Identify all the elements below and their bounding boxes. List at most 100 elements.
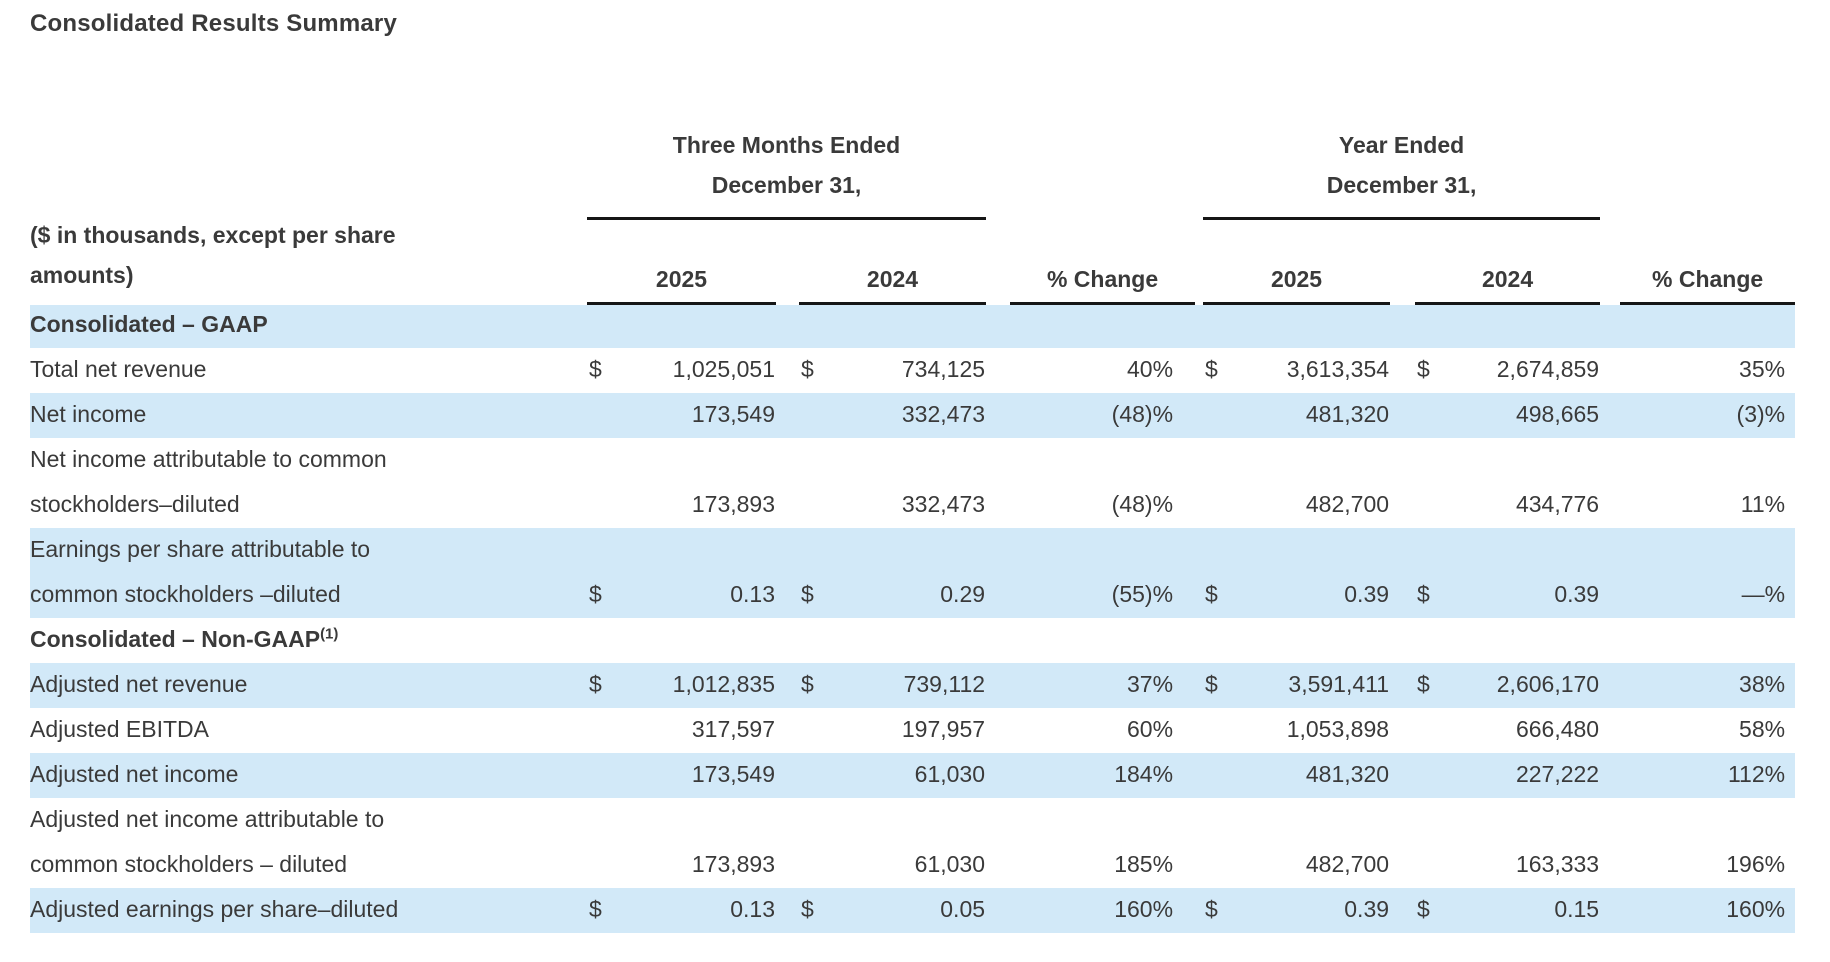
dollar-sign (1203, 753, 1238, 798)
spacer-cell (986, 528, 1011, 618)
spacer-cell (776, 438, 799, 528)
dollar-sign (799, 438, 833, 528)
spacer-cell (986, 438, 1010, 528)
value-cell: 434,776 (1515, 491, 1600, 517)
dollar-sign (799, 798, 833, 888)
dollar-sign: $ (587, 663, 621, 708)
percent-change-cell: 184% (1010, 753, 1196, 798)
spacer-cell (1600, 348, 1620, 393)
page: Consolidated Results Summary ($ in thous… (30, 10, 1796, 933)
three-months-ended-label: Three Months Ended (672, 131, 901, 158)
spacer-cell (1010, 90, 1195, 218)
percent-change-cell: 35% (1739, 356, 1786, 382)
table-row: Net income attributable to common stockho… (30, 438, 1795, 528)
col-group-year-ended: Year Ended December 31, (1203, 90, 1601, 220)
dollar-sign: $ (587, 528, 621, 618)
dollar-sign: $ (1203, 888, 1238, 933)
row-label: Earnings per share attributable to common… (30, 528, 587, 618)
dollar-sign: $ (799, 663, 833, 708)
year-ended-date-label: December 31, (1326, 171, 1477, 198)
spacer-cell (776, 528, 799, 618)
spacer-cell (1600, 753, 1621, 798)
year-ended-label: Year Ended (1338, 131, 1465, 158)
percent-change-cell: 160% (1010, 888, 1196, 933)
dollar-sign (1415, 438, 1449, 528)
table-row: Adjusted EBITDA 317,597 197,957 60% 1,05… (30, 708, 1795, 753)
footnote-marker: (1) (320, 625, 339, 643)
percent-change-cell: 196% (1726, 851, 1786, 877)
col-header-ye-2024: 2024 (1415, 218, 1601, 305)
row-label: Adjusted net income attributable to commo… (30, 806, 385, 877)
spacer-cell (986, 218, 1010, 303)
dollar-sign: $ (799, 528, 833, 618)
percent-change-cell: —% (1620, 528, 1796, 618)
row-label: Adjusted net revenue (30, 663, 587, 708)
spacer-cell (776, 218, 799, 303)
spacer-cell (1600, 888, 1621, 933)
value-cell: 1,012,835 (621, 663, 776, 708)
spacer-cell (1600, 218, 1620, 303)
spacer-cell (1600, 90, 1620, 218)
percent-change-cell: (55)% (1010, 528, 1196, 618)
spacer-cell (776, 798, 799, 888)
spacer-cell (1195, 438, 1203, 528)
percent-change-cell: 40% (1126, 356, 1174, 382)
section-row-gaap: Consolidated – GAAP (30, 303, 1796, 348)
dollar-sign (587, 753, 621, 798)
spacer-cell (1390, 348, 1415, 393)
value-cell: 1,025,051 (672, 356, 775, 382)
spacer-cell (776, 348, 799, 393)
value-cell: 173,549 (621, 393, 776, 438)
table-row: Adjusted earnings per share–diluted $ 0.… (30, 888, 1796, 933)
col-header-ye-2025: 2025 (1203, 218, 1391, 305)
percent-change-cell: 160% (1620, 888, 1796, 933)
spacer-cell (776, 393, 799, 438)
value-cell: 61,030 (914, 851, 986, 877)
spacer-cell (1195, 888, 1204, 933)
percent-change-cell: 38% (1620, 663, 1796, 708)
dollar-sign: $ (801, 356, 814, 382)
col-header-tme-2024: 2024 (799, 218, 987, 305)
spacer-cell (1195, 663, 1204, 708)
value-cell: 481,320 (1237, 753, 1391, 798)
value-cell: 317,597 (691, 716, 775, 742)
spacer-cell (1390, 438, 1415, 528)
spacer-cell (1390, 888, 1416, 933)
dollar-sign: $ (1205, 356, 1218, 382)
value-cell: 332,473 (901, 491, 986, 517)
value-cell: 163,333 (1515, 851, 1600, 877)
dollar-sign: $ (1415, 888, 1450, 933)
spacer-cell (1390, 798, 1415, 888)
value-cell: 197,957 (901, 716, 986, 742)
spacer-cell (986, 708, 1010, 753)
spacer-cell (1195, 798, 1203, 888)
value-cell: 173,893 (691, 851, 775, 877)
dollar-sign: $ (587, 888, 621, 933)
table-column-header-row: 2025 2024 % Change 2025 2024 % Change (30, 218, 1796, 305)
spacer-cell (1195, 90, 1203, 218)
row-label: Net income attributable to common stockho… (30, 446, 387, 517)
spacer-cell (776, 888, 799, 933)
table-row: Total net revenue $ 1,025,051 $ 734,125 … (30, 348, 1795, 393)
value-cell: 0.13 (621, 888, 776, 933)
three-months-date-label: December 31, (711, 171, 862, 198)
table-group-header-row: ($ in thousands, except per share amount… (30, 90, 1795, 288)
percent-change-cell: 185% (1114, 851, 1174, 877)
row-label-header: ($ in thousands, except per share amount… (30, 90, 587, 303)
value-cell: 0.13 (621, 528, 776, 618)
spacer-cell (1390, 708, 1415, 753)
percent-change-cell: (48)% (1010, 393, 1196, 438)
value-cell: 734,125 (901, 356, 986, 382)
section-label: Consolidated – GAAP (30, 303, 1796, 348)
spacer-cell (1390, 753, 1416, 798)
value-cell: 0.39 (1449, 528, 1601, 618)
spacer-cell (986, 393, 1011, 438)
value-cell: 332,473 (833, 393, 987, 438)
value-cell: 2,674,859 (1496, 356, 1600, 382)
table-row: Earnings per share attributable to common… (30, 528, 1796, 618)
spacer-cell (1390, 528, 1416, 618)
table-row: Adjusted net income 173,549 61,030 184% … (30, 753, 1796, 798)
value-cell: 666,480 (1515, 716, 1600, 742)
value-cell: 3,591,411 (1237, 663, 1391, 708)
section-row-non-gaap: Consolidated – Non-GAAP(1) (30, 618, 1795, 663)
